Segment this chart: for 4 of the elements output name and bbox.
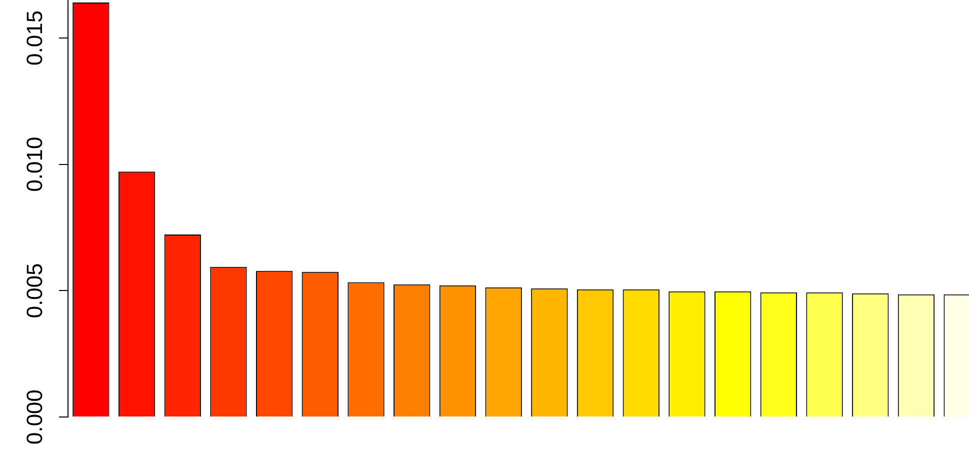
y-tick-label: 0.005	[22, 263, 48, 318]
y-tick-label: 0.010	[22, 136, 48, 192]
y-tick-label: 0.015	[22, 10, 48, 66]
y-tick-label: 0.000	[22, 389, 48, 445]
